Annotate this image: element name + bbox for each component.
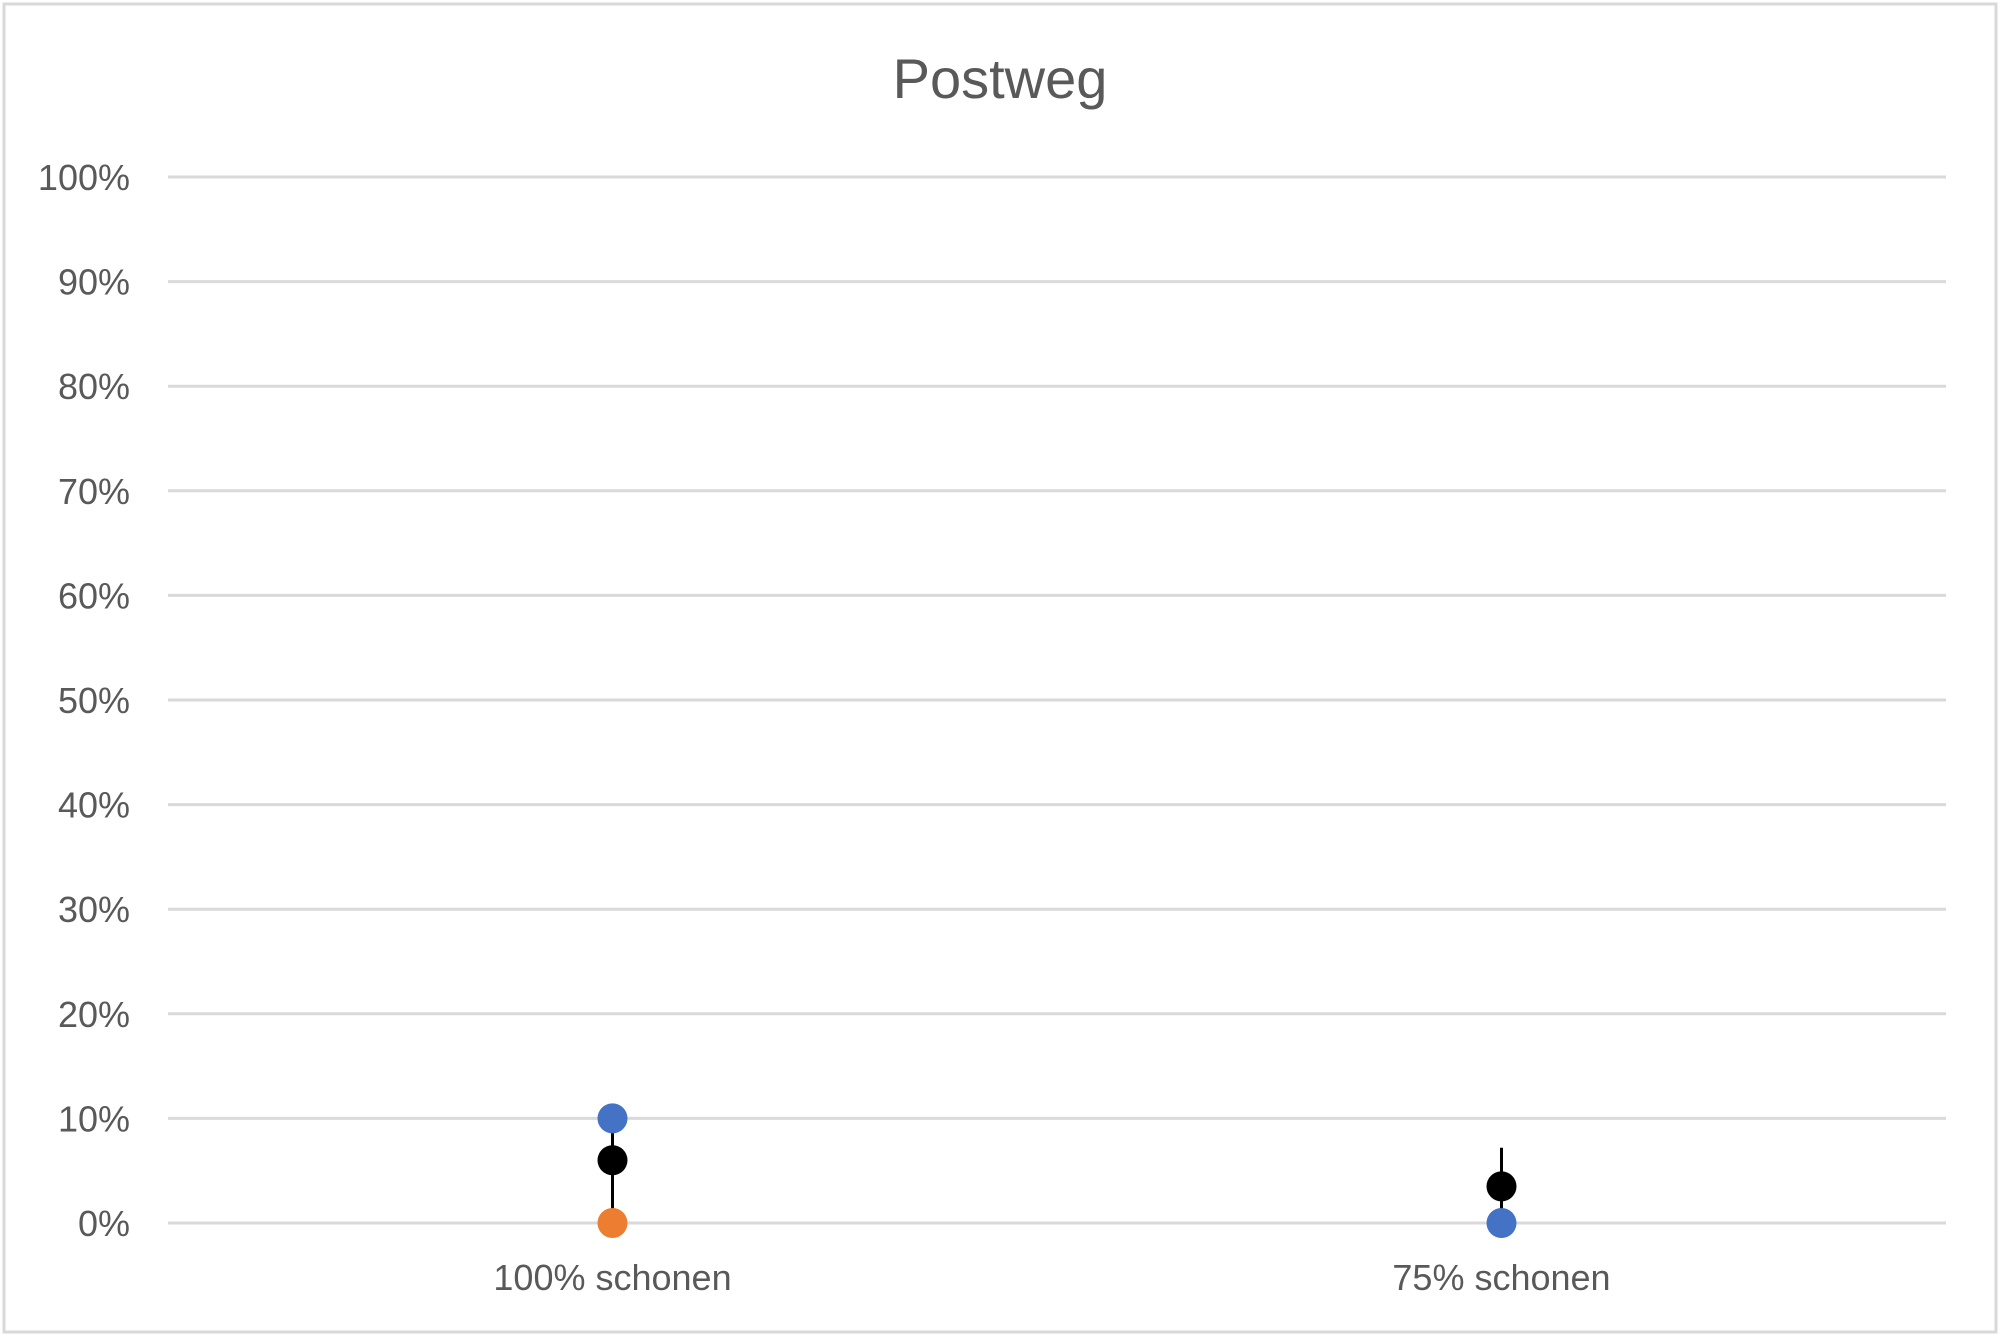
data-point — [597, 1103, 628, 1134]
data-points — [597, 1103, 1517, 1238]
data-point — [1486, 1171, 1517, 1202]
y-tick-label: 0% — [78, 1203, 130, 1244]
y-tick-label: 80% — [58, 366, 130, 407]
y-tick-label: 70% — [58, 471, 130, 512]
y-tick-label: 30% — [58, 889, 130, 930]
gridlines — [168, 175, 1946, 1225]
data-point — [597, 1208, 628, 1238]
data-point — [597, 1145, 628, 1176]
x-tick-label: 100% schonen — [493, 1257, 731, 1298]
x-tick-label: 75% schonen — [1392, 1257, 1610, 1298]
y-axis-tick-labels: 0% 10% 20% 30% 40% 50% 60% 70% 80% 90% 100% — [38, 157, 130, 1244]
data-point — [1486, 1208, 1517, 1238]
y-tick-label: 90% — [58, 262, 130, 303]
chart-title: Postweg — [893, 47, 1108, 110]
y-tick-label: 50% — [58, 680, 130, 721]
y-tick-label: 10% — [58, 1098, 130, 1139]
y-tick-label: 100% — [38, 157, 130, 198]
y-tick-label: 40% — [58, 785, 130, 826]
x-axis-tick-labels: 100% schonen 75% schonen — [493, 1257, 1610, 1298]
y-tick-label: 60% — [58, 575, 130, 616]
y-tick-label: 20% — [58, 994, 130, 1035]
